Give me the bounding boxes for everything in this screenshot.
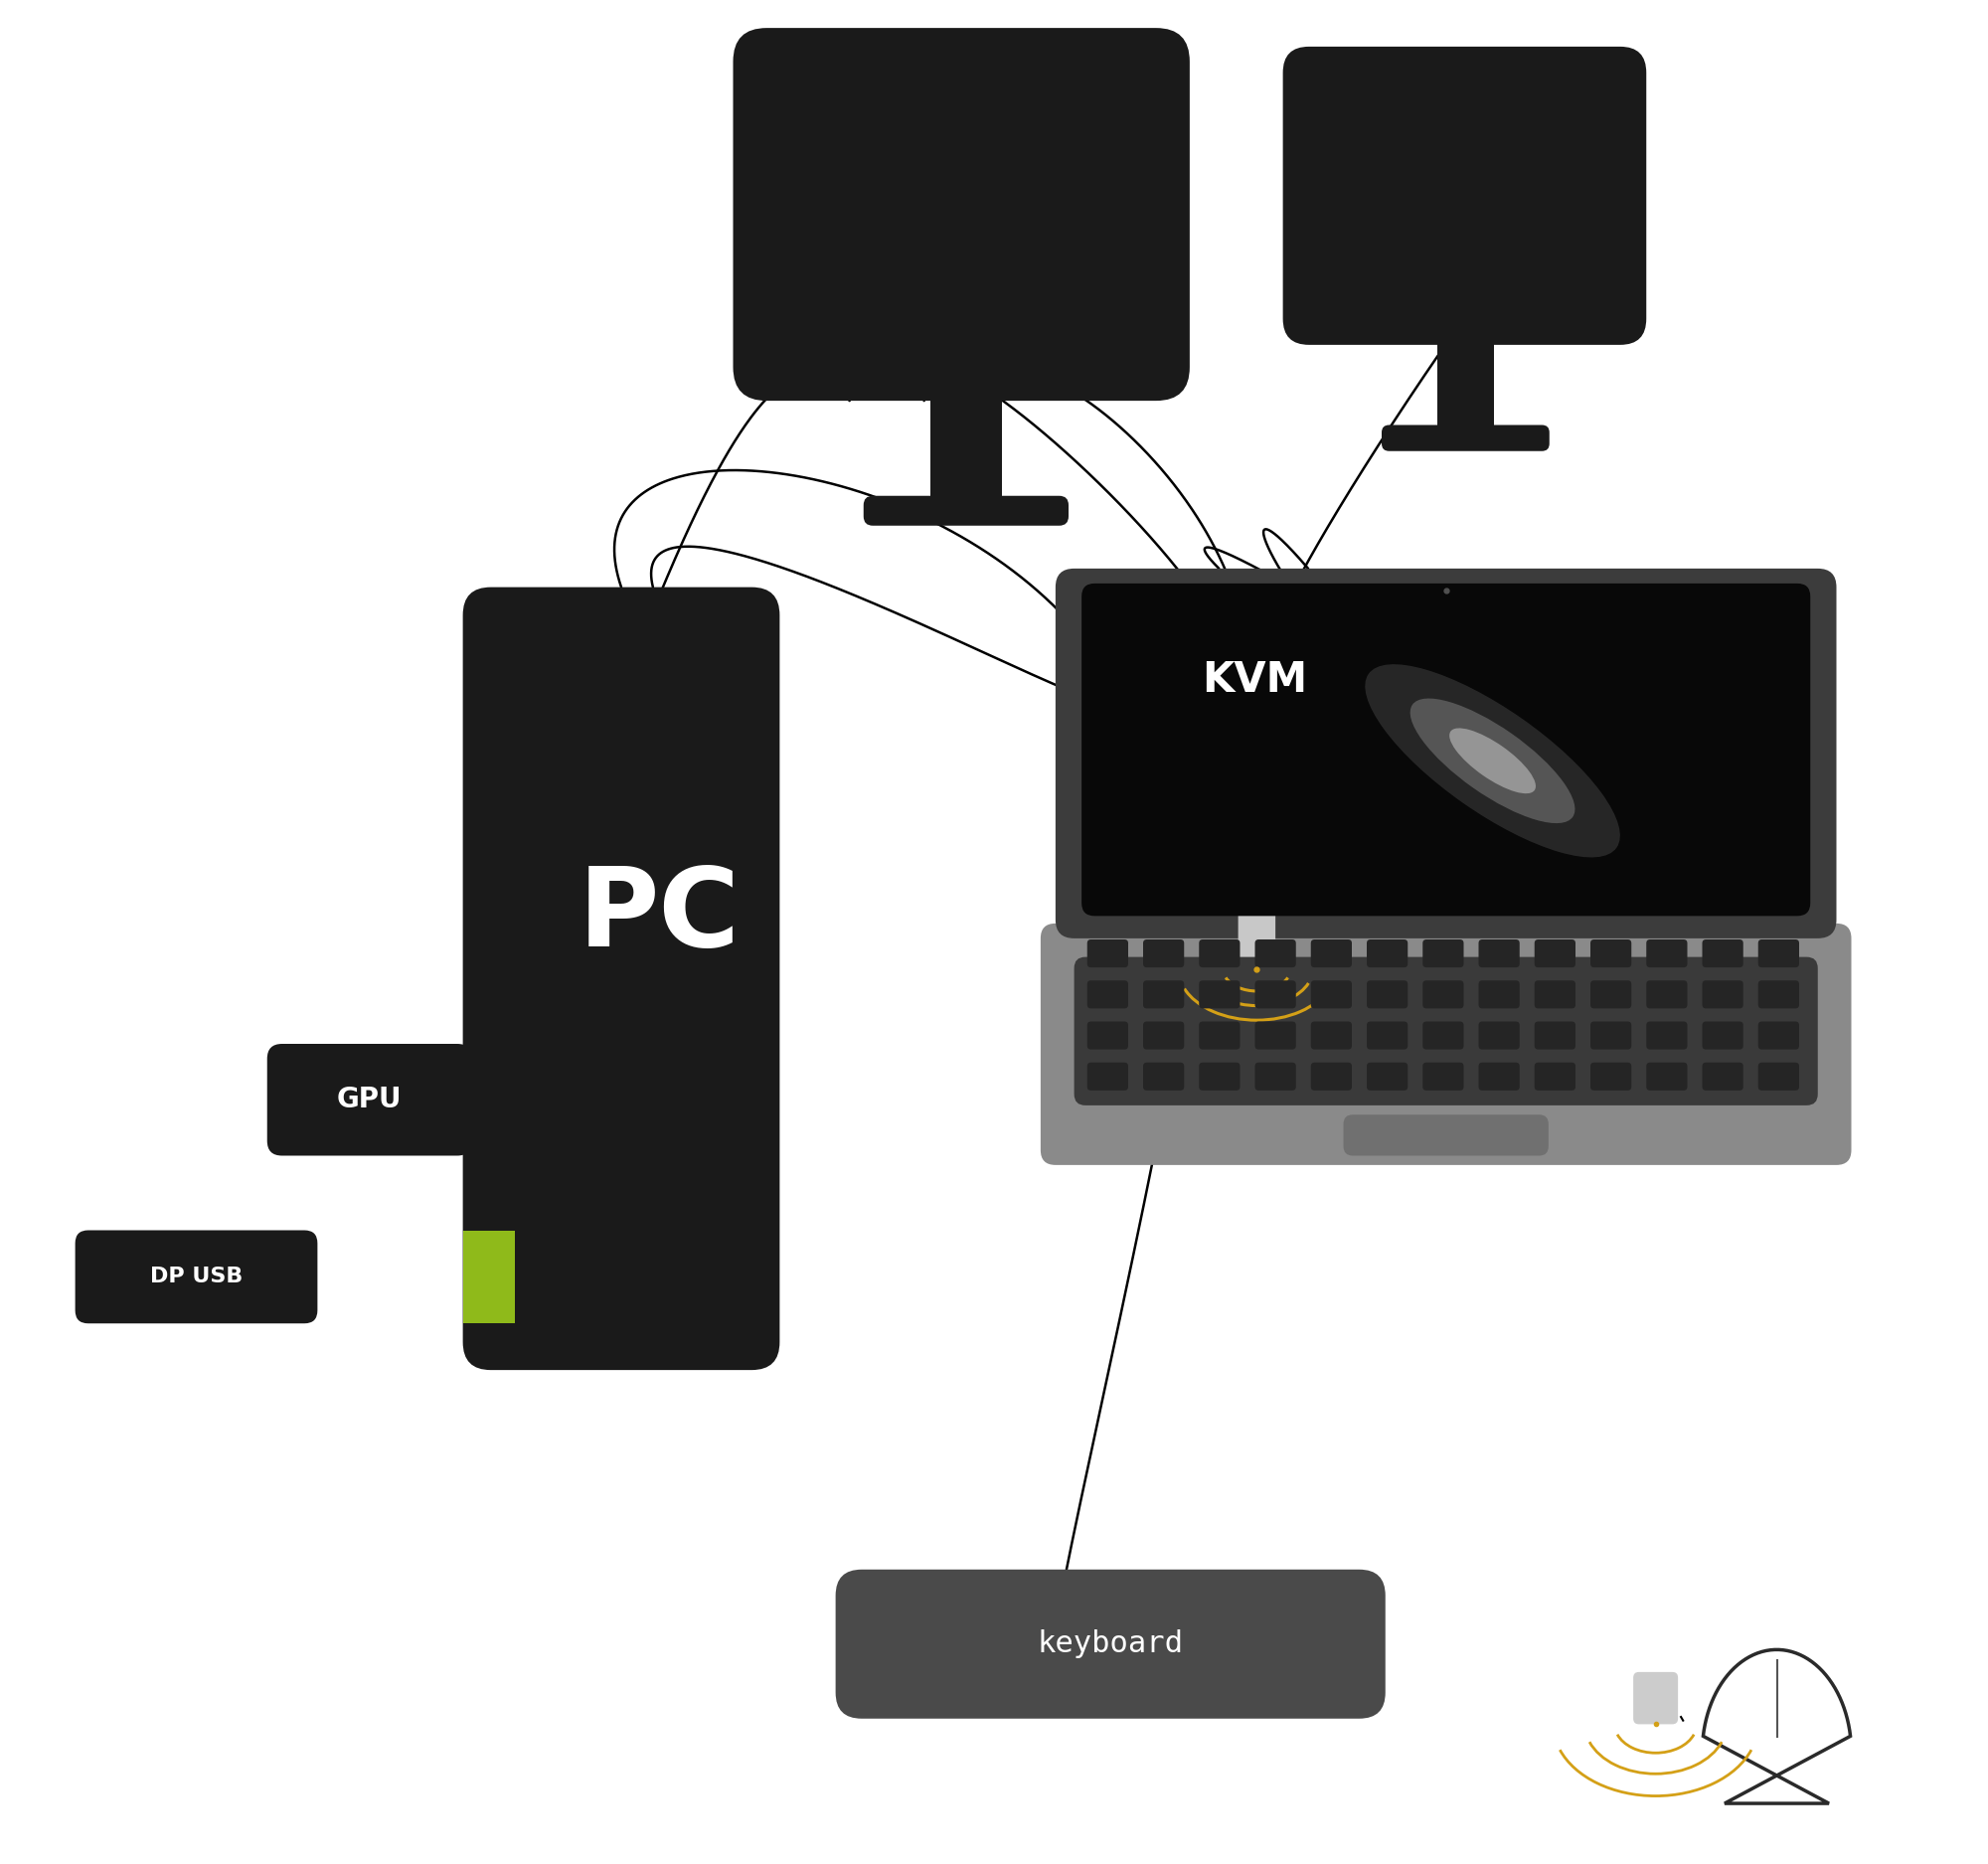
FancyBboxPatch shape [1254, 1021, 1296, 1049]
FancyBboxPatch shape [1590, 939, 1632, 967]
FancyBboxPatch shape [1143, 1062, 1185, 1090]
FancyBboxPatch shape [1646, 980, 1688, 1008]
FancyBboxPatch shape [1087, 980, 1129, 1008]
FancyBboxPatch shape [835, 1569, 1386, 1719]
FancyBboxPatch shape [1535, 980, 1574, 1008]
FancyBboxPatch shape [1382, 425, 1549, 451]
FancyBboxPatch shape [1143, 980, 1185, 1008]
FancyBboxPatch shape [1368, 1021, 1408, 1049]
FancyBboxPatch shape [1199, 980, 1241, 1008]
FancyBboxPatch shape [1199, 939, 1241, 967]
FancyBboxPatch shape [1344, 1115, 1549, 1156]
FancyBboxPatch shape [1535, 939, 1574, 967]
FancyBboxPatch shape [1646, 1021, 1688, 1049]
FancyBboxPatch shape [1074, 956, 1817, 1105]
FancyBboxPatch shape [1254, 939, 1296, 967]
Polygon shape [1704, 1650, 1851, 1804]
FancyBboxPatch shape [463, 587, 779, 1370]
FancyBboxPatch shape [1757, 1021, 1799, 1049]
FancyBboxPatch shape [1040, 923, 1851, 1165]
FancyBboxPatch shape [1143, 1021, 1185, 1049]
FancyBboxPatch shape [1590, 1062, 1632, 1090]
FancyBboxPatch shape [1143, 939, 1185, 967]
Bar [463, 1230, 515, 1323]
FancyBboxPatch shape [1590, 1021, 1632, 1049]
FancyBboxPatch shape [1081, 583, 1811, 915]
FancyBboxPatch shape [1702, 1021, 1743, 1049]
FancyBboxPatch shape [266, 1044, 473, 1156]
FancyBboxPatch shape [1310, 939, 1352, 967]
FancyBboxPatch shape [1757, 1062, 1799, 1090]
FancyBboxPatch shape [1423, 980, 1463, 1008]
FancyBboxPatch shape [1423, 1021, 1463, 1049]
FancyBboxPatch shape [1254, 1062, 1296, 1090]
FancyBboxPatch shape [1254, 980, 1296, 1008]
FancyBboxPatch shape [1535, 1062, 1574, 1090]
FancyBboxPatch shape [1087, 1021, 1129, 1049]
FancyBboxPatch shape [1239, 867, 1276, 969]
FancyBboxPatch shape [1087, 939, 1129, 967]
FancyBboxPatch shape [1199, 1021, 1241, 1049]
FancyBboxPatch shape [1310, 1062, 1352, 1090]
FancyBboxPatch shape [1097, 596, 1413, 764]
FancyBboxPatch shape [1282, 47, 1646, 345]
Ellipse shape [1366, 664, 1620, 857]
FancyBboxPatch shape [1479, 1062, 1519, 1090]
FancyBboxPatch shape [1310, 980, 1352, 1008]
FancyBboxPatch shape [1702, 1062, 1743, 1090]
FancyBboxPatch shape [1423, 939, 1463, 967]
FancyBboxPatch shape [1702, 939, 1743, 967]
FancyBboxPatch shape [1423, 1062, 1463, 1090]
Text: GPU: GPU [338, 1087, 402, 1113]
Ellipse shape [1409, 699, 1574, 824]
FancyBboxPatch shape [1199, 1062, 1241, 1090]
FancyBboxPatch shape [1757, 939, 1799, 967]
FancyBboxPatch shape [1368, 939, 1408, 967]
FancyBboxPatch shape [76, 1230, 318, 1323]
Text: KVM: KVM [1203, 660, 1308, 701]
FancyBboxPatch shape [1757, 980, 1799, 1008]
FancyBboxPatch shape [1479, 980, 1519, 1008]
FancyBboxPatch shape [1646, 1062, 1688, 1090]
FancyBboxPatch shape [1056, 569, 1837, 938]
FancyBboxPatch shape [1535, 1021, 1574, 1049]
Text: DP USB: DP USB [149, 1268, 243, 1286]
FancyBboxPatch shape [1368, 1062, 1408, 1090]
FancyBboxPatch shape [1634, 1672, 1678, 1724]
Text: PC: PC [579, 863, 740, 969]
Ellipse shape [1449, 729, 1535, 794]
FancyBboxPatch shape [1310, 1021, 1352, 1049]
FancyBboxPatch shape [1646, 939, 1688, 967]
FancyBboxPatch shape [734, 28, 1189, 401]
FancyBboxPatch shape [1702, 980, 1743, 1008]
FancyBboxPatch shape [1368, 980, 1408, 1008]
FancyBboxPatch shape [1087, 1062, 1129, 1090]
FancyBboxPatch shape [1479, 1021, 1519, 1049]
FancyBboxPatch shape [1479, 939, 1519, 967]
Text: keyboard: keyboard [1038, 1629, 1183, 1659]
Bar [1437, 252, 1493, 432]
Bar [930, 293, 1002, 503]
FancyBboxPatch shape [1590, 980, 1632, 1008]
FancyBboxPatch shape [863, 496, 1070, 526]
